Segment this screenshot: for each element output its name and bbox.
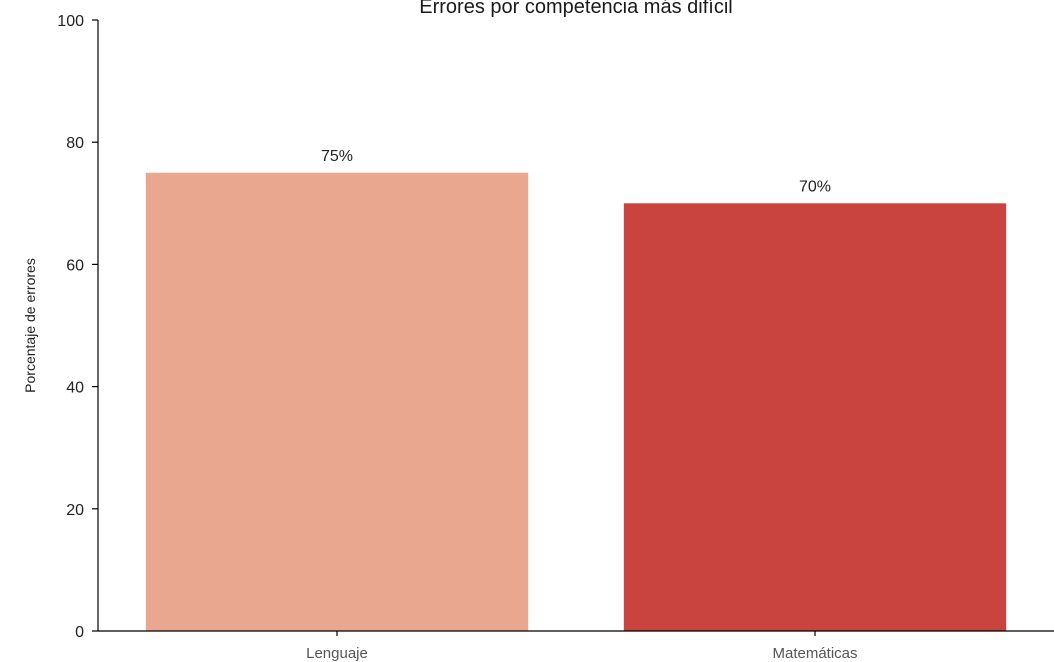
bar [624,203,1006,631]
data-label: 75% [321,148,353,165]
bar [146,173,528,631]
chart-title: Errores por competencia más difícil [419,0,732,18]
y-tick-label: 0 [75,624,84,641]
y-axis-label: Porcentaje de errores [22,258,38,393]
y-tick-label: 80 [66,135,84,152]
y-tick-label: 100 [57,13,84,30]
bars [146,173,1006,631]
y-tick-label: 20 [66,502,84,519]
x-tick-label: Lenguaje [306,645,368,662]
y-axis-ticks: 0 20 40 60 80 100 [57,13,98,641]
y-tick-label: 60 [66,257,84,274]
data-label: 70% [799,178,831,195]
y-tick-label: 40 [66,380,84,397]
x-tick-label: Matemáticas [772,645,857,662]
x-axis-ticks: Lenguaje Matemáticas [306,631,857,662]
